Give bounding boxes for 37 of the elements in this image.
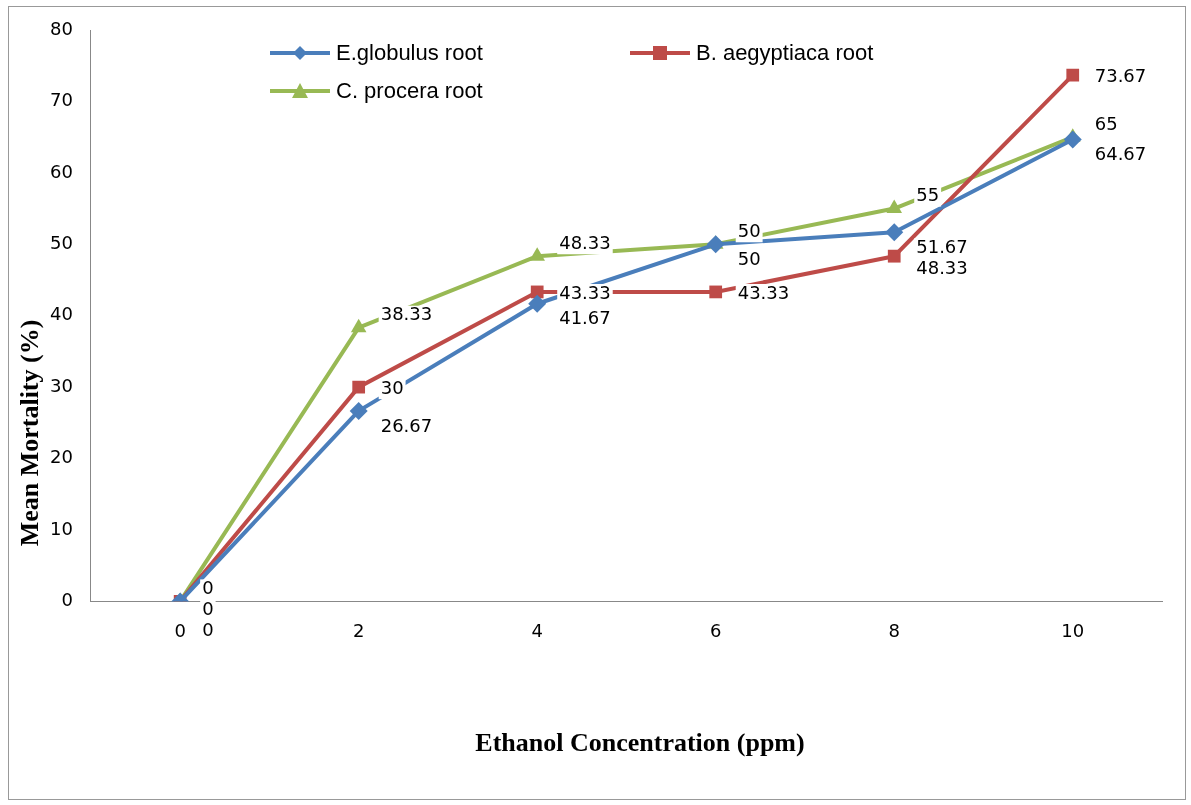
- legend-label: C. procera root: [336, 78, 483, 104]
- x-tick-label: 8: [888, 619, 900, 641]
- y-tick-label: 40: [50, 303, 73, 325]
- data-label: 43.33: [559, 281, 611, 303]
- x-tick-label: 6: [709, 619, 722, 641]
- data-label: 41.67: [559, 307, 611, 329]
- y-tick-label: 50: [50, 231, 73, 253]
- data-label: 50: [737, 247, 761, 269]
- y-tick-label: 80: [50, 17, 73, 39]
- data-label: 65: [1094, 112, 1118, 134]
- data-label: 48.33: [559, 231, 611, 253]
- y-tick-label: 60: [50, 160, 73, 182]
- y-tick-label: 0: [61, 589, 73, 611]
- data-label: 38.33: [380, 303, 433, 325]
- y-tick-label: 30: [50, 374, 73, 396]
- legend-label: B. aegyptiaca root: [696, 40, 874, 66]
- data-label: 51.67: [916, 236, 968, 258]
- data-label: 48.33: [916, 257, 968, 279]
- data-label: 73.67: [1094, 64, 1147, 86]
- x-tick-label: 0: [174, 619, 186, 641]
- data-label: 26.67: [380, 414, 433, 436]
- y-tick-label: 10: [50, 517, 73, 539]
- x-axis-title: Ethanol Concentration (ppm): [474, 728, 806, 758]
- y-tick-label: 20: [50, 446, 73, 468]
- data-label: 0: [202, 577, 214, 599]
- data-label: 0: [202, 598, 214, 620]
- legend-label: E.globulus root: [336, 40, 483, 66]
- y-axis-title: Mean Mortality (%): [15, 318, 45, 549]
- x-tick-label: 2: [352, 619, 365, 641]
- data-label: 30: [380, 376, 404, 398]
- y-tick-label: 70: [50, 89, 73, 111]
- data-label: 55: [916, 184, 940, 206]
- data-label: 50: [737, 219, 761, 241]
- x-tick-label: 4: [531, 619, 543, 641]
- data-label: 43.33: [737, 281, 790, 303]
- x-tick-label: 10: [1061, 619, 1085, 641]
- data-label: 64.67: [1094, 143, 1147, 165]
